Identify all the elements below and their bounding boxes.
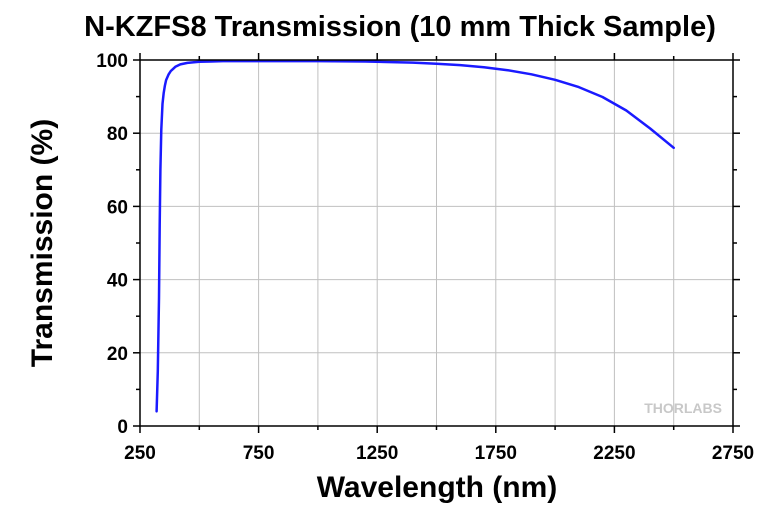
y-axis-label: Transmission (%) bbox=[26, 119, 59, 367]
chart-title: N-KZFS8 Transmission (10 mm Thick Sample… bbox=[84, 11, 716, 43]
x-tick-label: 750 bbox=[243, 443, 275, 464]
x-tick-label: 2250 bbox=[593, 443, 635, 464]
x-tick-label: 1250 bbox=[356, 443, 398, 464]
y-tick-label: 0 bbox=[117, 417, 128, 438]
series-layer bbox=[155, 59, 675, 413]
y-tick-label: 60 bbox=[107, 197, 128, 218]
x-tick-label: 250 bbox=[124, 443, 156, 464]
y-tick-label: 40 bbox=[107, 271, 128, 292]
transmission-line bbox=[155, 59, 675, 413]
x-tick-label: 2750 bbox=[712, 443, 754, 464]
x-axis-label: Wavelength (nm) bbox=[317, 471, 558, 504]
x-tick-label: 1750 bbox=[475, 443, 517, 464]
tick-labels: 250 750 1250 1750 2250 2750 0 20 40 60 80 100 bbox=[96, 51, 754, 464]
y-tick-label: 20 bbox=[107, 344, 128, 365]
y-tick-label: 80 bbox=[107, 124, 128, 145]
axis-ticks bbox=[133, 53, 740, 433]
watermark-logo: THORLABS bbox=[644, 400, 722, 416]
grid-lines bbox=[140, 60, 733, 426]
y-tick-label: 100 bbox=[96, 51, 128, 72]
